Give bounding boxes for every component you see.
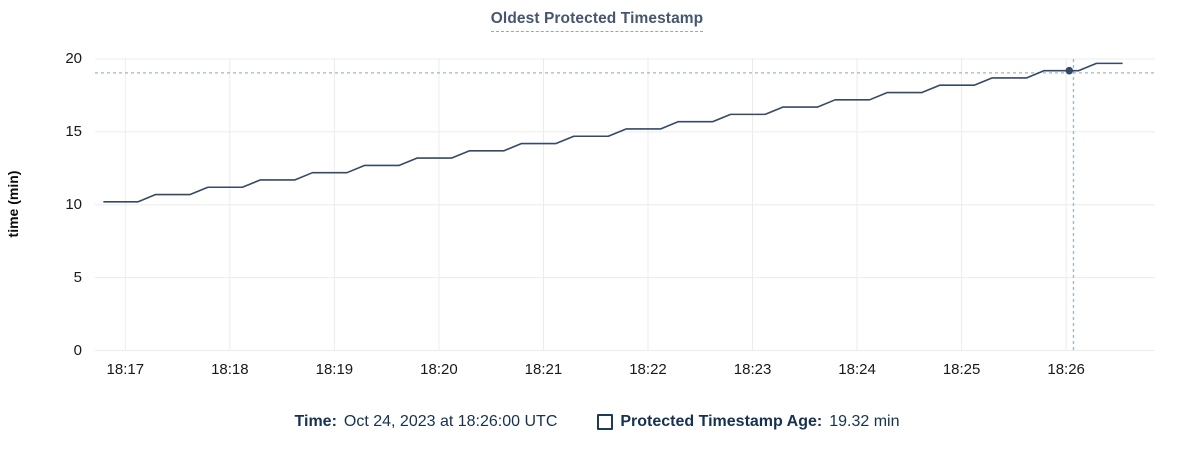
time-label: Time:	[294, 413, 337, 430]
data-line-protected-timestamp-age	[103, 62, 1123, 203]
time-readout: Time: Oct 24, 2023 at 18:26:00 UTC	[295, 413, 558, 431]
y-tick-label: 10	[65, 195, 82, 213]
x-tick-label: 18:23	[733, 361, 772, 378]
x-tick-label: 18:17	[106, 361, 145, 378]
time-value: Oct 24, 2023 at 18:26:00 UTC	[343, 413, 558, 430]
series-label: Protected Timestamp Age:	[620, 413, 823, 430]
y-tick-label: 15	[65, 122, 82, 140]
x-tick-label: 18:25	[942, 361, 981, 378]
hovered-data-point	[1065, 66, 1074, 75]
x-tick-label: 18:19	[315, 361, 354, 378]
x-tick-label: 18:18	[211, 361, 249, 378]
chart-title[interactable]: Oldest Protected Timestamp	[490, 10, 704, 32]
x-tick-label: 18:20	[420, 361, 458, 378]
x-tick-label: 18:21	[524, 361, 563, 378]
series-value: 19.32 min	[829, 413, 900, 430]
series-readout: Protected Timestamp Age: 19.32 min	[597, 413, 899, 431]
x-tick-label: 18:22	[629, 361, 667, 378]
series-checkbox-icon[interactable]	[597, 414, 614, 430]
x-tick-label: 18:24	[838, 361, 876, 378]
y-tick-label: 5	[73, 268, 82, 286]
y-tick-label: 20	[65, 50, 82, 67]
title-row: Oldest Protected Timestamp	[0, 10, 1194, 32]
x-tick-label: 18:26	[1047, 361, 1085, 378]
y-tick-label: 0	[73, 341, 82, 359]
hover-readout: Time: Oct 24, 2023 at 18:26:00 UTC Prote…	[0, 413, 1194, 431]
